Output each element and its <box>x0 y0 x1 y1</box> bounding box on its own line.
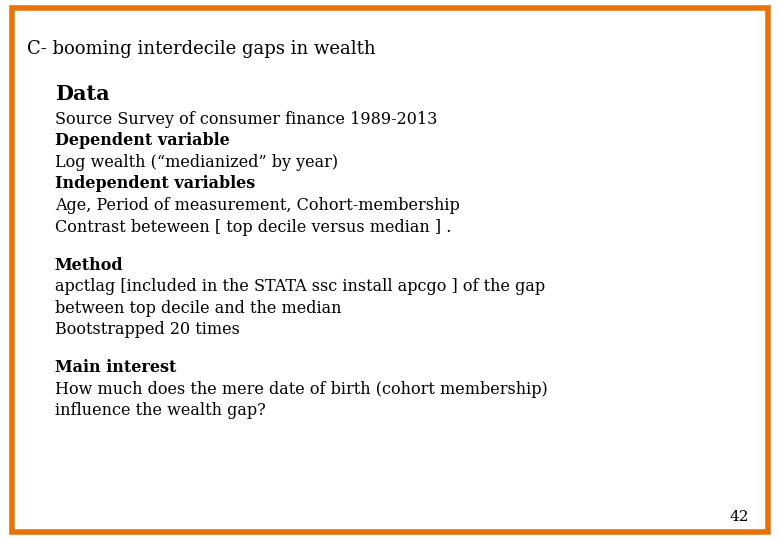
Text: 42: 42 <box>729 510 749 524</box>
Text: between top decile and the median: between top decile and the median <box>55 300 341 316</box>
Text: Bootstrapped 20 times: Bootstrapped 20 times <box>55 321 239 338</box>
Text: C- booming interdecile gaps in wealth: C- booming interdecile gaps in wealth <box>27 40 376 58</box>
Text: Main interest: Main interest <box>55 359 176 376</box>
Text: Source Survey of consumer finance 1989-2013: Source Survey of consumer finance 1989-2… <box>55 111 437 127</box>
Text: Dependent variable: Dependent variable <box>55 132 229 149</box>
Text: Age, Period of measurement, Cohort-membership: Age, Period of measurement, Cohort-membe… <box>55 197 459 214</box>
Text: Data: Data <box>55 84 109 104</box>
Text: Independent variables: Independent variables <box>55 176 255 192</box>
Text: Log wealth (“medianized” by year): Log wealth (“medianized” by year) <box>55 154 338 171</box>
Text: Method: Method <box>55 256 123 273</box>
Text: How much does the mere date of birth (cohort membership): How much does the mere date of birth (co… <box>55 381 548 397</box>
Text: apctlag [included in the STATA ssc install apcgo ] of the gap: apctlag [included in the STATA ssc insta… <box>55 278 544 295</box>
Text: Contrast beteween [ top decile versus median ] .: Contrast beteween [ top decile versus me… <box>55 219 451 235</box>
Text: influence the wealth gap?: influence the wealth gap? <box>55 402 265 419</box>
FancyBboxPatch shape <box>12 8 768 532</box>
